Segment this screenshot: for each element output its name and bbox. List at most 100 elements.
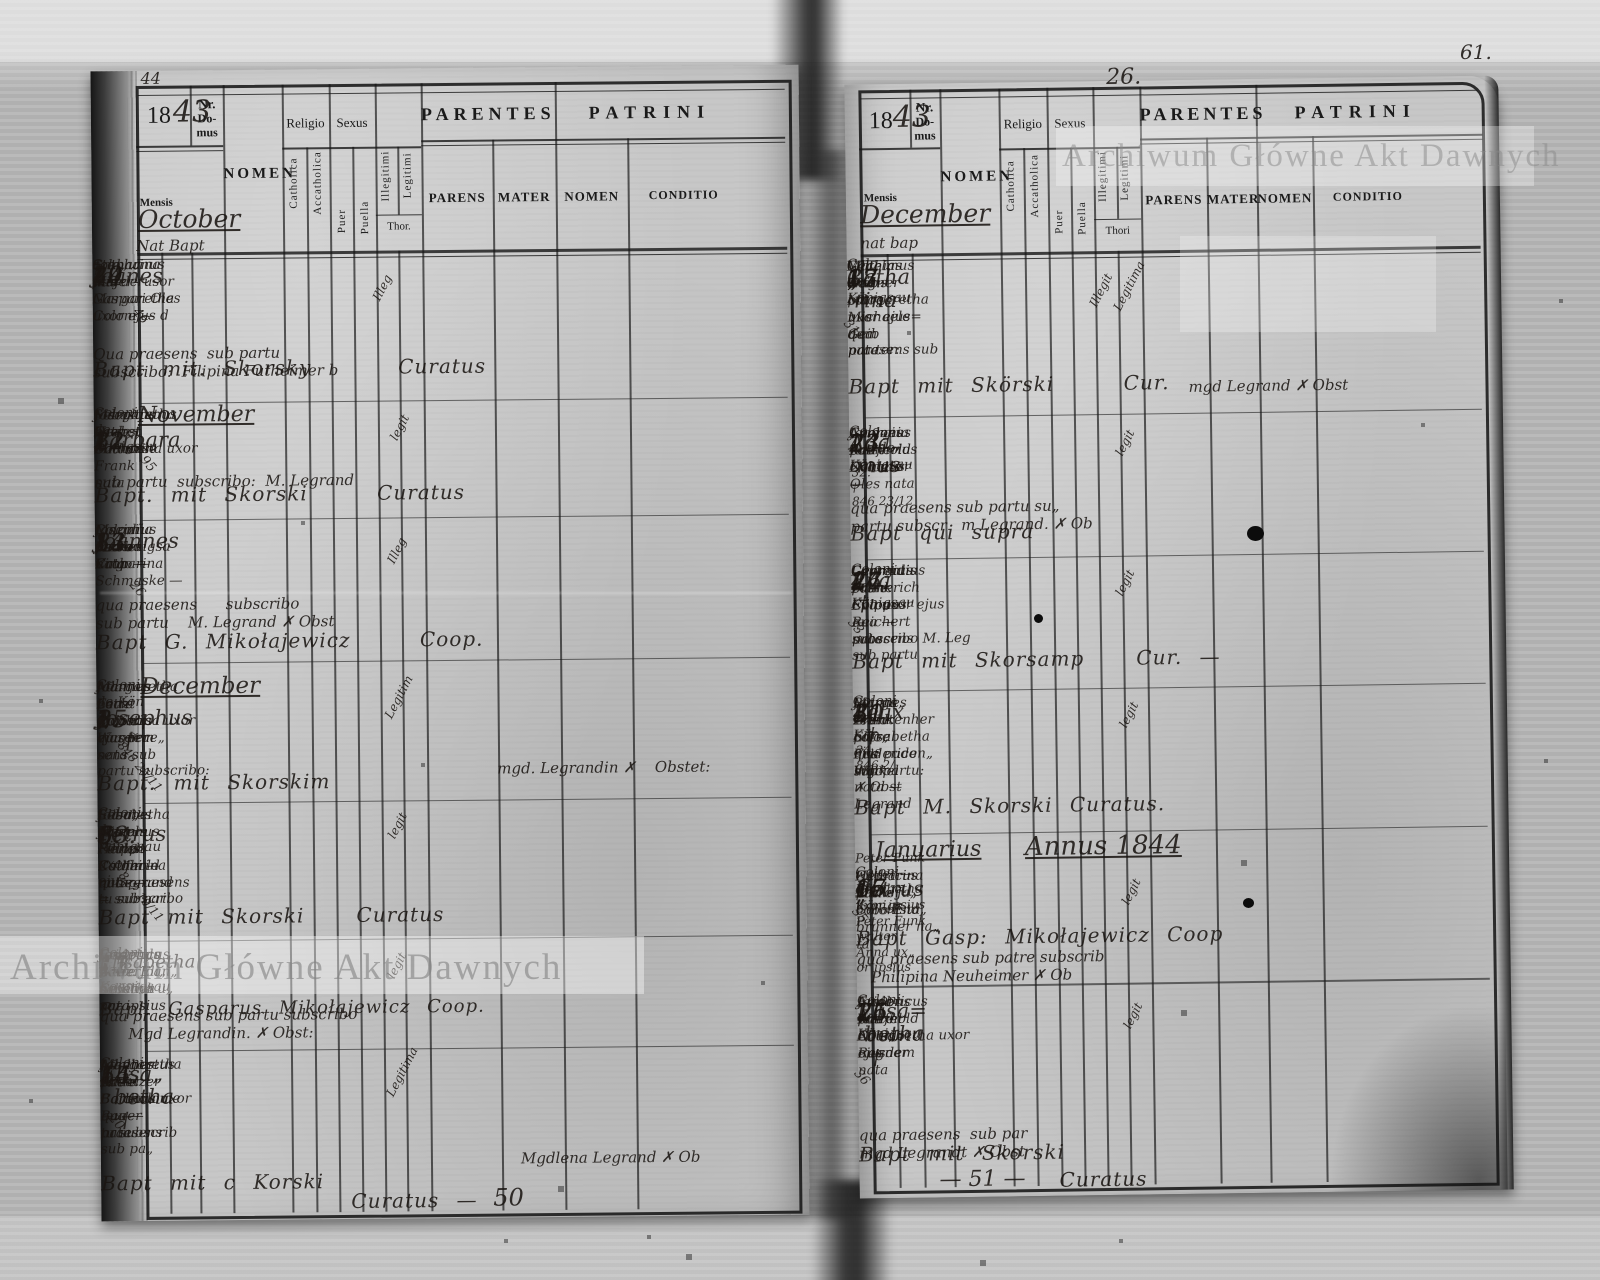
register-row: 17 18 37 Catha rina 1 „ „ 1 Illegit Legi… xyxy=(840,245,1503,417)
month-header: December xyxy=(859,198,991,230)
register-row: 19 20 44 Joañes 1 . 1 . Illeg 46 † Catha… xyxy=(92,247,801,404)
legitimacy-note: Illeg xyxy=(384,535,410,566)
baptizer-note: Bapt mit. Skorsky Curatus xyxy=(93,353,487,382)
col-label-parens: PARENS xyxy=(1145,191,1203,208)
condition-entry: Coloni de Königsau xyxy=(856,991,921,1043)
baptizer-note: Bapt mit Skörski Cur. xyxy=(848,370,1170,399)
condition-entry: Coloni de Konigsau xyxy=(93,404,158,456)
scan-band-bottom xyxy=(0,1216,1600,1280)
condition-entry: Coloni de K. xyxy=(99,1054,145,1089)
corner-folio-note: 61. xyxy=(1460,40,1492,64)
subscription-note: qua praesens sub patre subscrib Philipin… xyxy=(856,947,1105,987)
col-label-accatholica: Accatholica xyxy=(311,151,324,215)
baptizer-note: Bapt Gasp: Mikołajewicz Coop xyxy=(856,921,1224,951)
condition-entry: Coloni de Königsau xyxy=(850,560,915,612)
baptizer-note: Bapt qui supra xyxy=(850,519,1035,546)
scan-specks xyxy=(0,0,2,2)
subscription-note: mgd Legrand ✗ Obst xyxy=(1188,375,1349,396)
condition-entry: Coloni de Konigsa Virgo — xyxy=(94,521,171,573)
register-row: 24. 26. 47. Eva † 1 .. .. 1 legit 33. La… xyxy=(844,550,1507,691)
condition-entry: Colo„ nus de Königsau xyxy=(848,423,913,474)
col-label-nr: Do- xyxy=(197,111,217,126)
baptizer-note: Bapt mit Skorski Curatus xyxy=(98,902,445,930)
condition-entry: colo„ nus de xyxy=(92,257,138,291)
col-label-illegitimi: Illegitimi xyxy=(1096,150,1109,203)
col-label-puer: Puer xyxy=(1053,209,1066,234)
page-number: 50 xyxy=(493,1183,525,1212)
register-row: 11 12 15 Elisabetha 1 „ „ 1 legit Frider… xyxy=(99,935,808,1052)
baptizer-note: Bapt M. Skorski Curatus. xyxy=(854,791,1166,820)
col-label-puella: Puella xyxy=(1075,201,1089,235)
col-label-sexus: Sexus xyxy=(336,114,368,131)
baptizer-note-2: Curatus — xyxy=(351,1187,478,1213)
condition-entry: Coloni de Königsau uxor ejus xyxy=(97,804,162,889)
left-page: 44 18 43 Nr. Do- mus NOMEN Religio Sexus… xyxy=(90,64,810,1222)
condition-entry: Coloni de Kön xyxy=(96,676,145,711)
baptizer-note: Bapt. mit Skorskim xyxy=(97,769,331,796)
subscription-note: qua praesens subscribo sub partu M. Legr… xyxy=(95,594,335,633)
col-label-conditio: CONDITIO xyxy=(648,187,719,203)
year-printed: 18 xyxy=(146,102,172,129)
col-label-nr: Nr. xyxy=(915,99,934,115)
register-row: 25. 26 71. Elisa= betha † 1 .. .. 1 legi… xyxy=(851,977,1514,1194)
page-number: — 51 — xyxy=(939,1166,1026,1193)
ink-blob xyxy=(1034,614,1043,623)
legitimacy-note: legit xyxy=(384,950,410,981)
baptizer-note: Bapt mit c Korski xyxy=(101,1169,325,1196)
col-label-patrini: PATRINI xyxy=(588,101,712,123)
register-row: 23 24 73 Ada„ mus 1 .. 1 .. legit 32. † … xyxy=(849,408,1505,559)
condition-entry: Coloni de Kön ejus uxor xyxy=(852,692,897,778)
ink-blob xyxy=(1247,526,1264,541)
folio-note: 26. xyxy=(1106,64,1142,90)
legitimacy-note: legit xyxy=(387,412,413,443)
col-label-nomen: NOMEN xyxy=(223,165,297,183)
col-label-patrini-nomen: NOMEN xyxy=(1257,190,1313,206)
baptizer-note: Bapt mit Skorski xyxy=(859,1139,1066,1167)
legitimacy-note: legit xyxy=(1116,699,1142,731)
col-label-nomen: NOMEN xyxy=(940,168,1014,186)
col-label-puer: Puer xyxy=(335,208,349,234)
legitimacy-note: Legitima xyxy=(1110,258,1148,314)
baptizer-note: Bapt G. Mikołajewicz Coop. xyxy=(95,626,484,655)
legitimacy-note: Illeg xyxy=(369,272,395,303)
col-label-mater: MATER xyxy=(497,189,551,205)
year-printed: 18 xyxy=(868,107,893,135)
month-header: October xyxy=(137,203,241,234)
condition-entry: Colo de Königsau xyxy=(846,256,911,307)
legitimacy-note: legit xyxy=(384,810,410,841)
legitimacy-note: Legitim xyxy=(381,673,416,721)
col-label-legitimi: Legitimi xyxy=(1118,154,1131,201)
ink-blob xyxy=(1243,898,1254,908)
col-label-nr: mus xyxy=(196,125,218,140)
col-label-catholica: Catholica xyxy=(287,157,300,209)
month-subnote: nat bap xyxy=(860,233,919,253)
folio-note: 44 xyxy=(140,68,162,88)
register-row: 30 31. 41. Felix † 1 .. 1 .. legit 34 84… xyxy=(853,682,1509,834)
register-row: 13. 14. 82 Joannes 1 .. 1 .. Illeg 26 Ma… xyxy=(95,514,804,664)
col-label-conditio: CONDITIO xyxy=(1332,188,1403,204)
baptizer-note: Bapt mit Skorsamp Cur. — xyxy=(852,644,1221,674)
col-label-catholica: Catholica xyxy=(1004,160,1018,212)
col-label-parens: PARENS xyxy=(428,189,486,206)
baptizer-note-2: Curatus xyxy=(1059,1166,1148,1192)
col-label-thori: Thori xyxy=(1105,224,1131,237)
col-label-religio: Religio xyxy=(1003,115,1043,132)
register-row: 3 5. 68. Petrus 1 .. 1 .. legit † 847 10… xyxy=(98,797,807,942)
legitimacy-note: legit xyxy=(1112,567,1138,599)
subscription-note: Mgdlena Legrand ✗ Ob xyxy=(520,1147,701,1168)
register-row: Januarius Annus 1844 16 17 65 Petrus 1 „… xyxy=(848,825,1511,987)
col-label-sexus: Sexus xyxy=(1054,115,1086,131)
col-label-puella: Puella xyxy=(358,200,372,235)
register-row: December 1. 2. 35 Josephus † 1 .. 1 .. L… xyxy=(96,657,805,804)
condition-entry: Coloni de Königs xyxy=(855,863,903,915)
col-label-nr: mus xyxy=(914,128,936,143)
baptizer-note: Bapt. mit Skorski Curatus xyxy=(94,479,466,508)
register-row: 14. 15 54. Elisa„ betha † 1 .. .. 1 Legi… xyxy=(100,1045,810,1219)
book-spine-middle xyxy=(800,150,856,1220)
legitimacy-note: legit xyxy=(1118,876,1144,908)
col-label-patrini: PATRINI xyxy=(1294,100,1417,123)
baptizer-note: Bapl. Gasparus Mikołajewicz Coop. xyxy=(99,995,485,1021)
col-label-patrini-nomen: NOMEN xyxy=(564,188,620,204)
legitimacy-note: Legitima xyxy=(383,1044,421,1099)
